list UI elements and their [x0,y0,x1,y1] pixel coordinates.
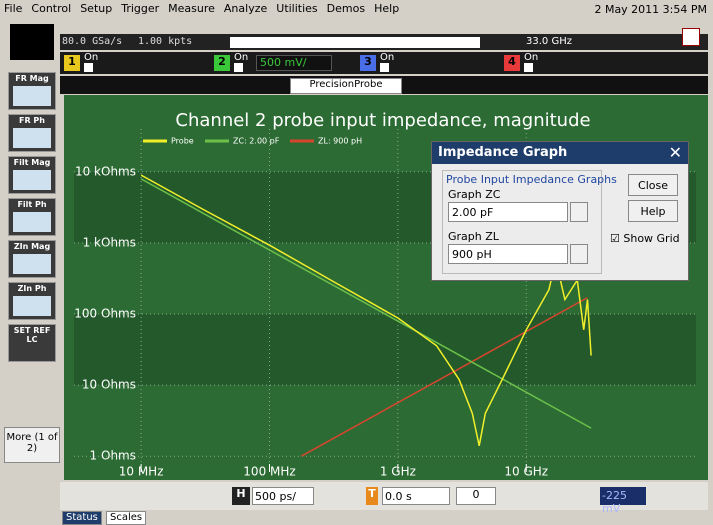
dialog-title: Impedance Graph [432,142,688,164]
sidebar-label: FR Ph [19,116,45,125]
legend-label: ZC: 2.00 pF [233,137,280,146]
sample-rate: 80.0 GSa/s [62,36,123,47]
sidebar-icon [13,128,51,148]
decade-band [74,314,696,386]
sidebar-button[interactable]: Filt Mag [8,156,56,194]
trigger-icon[interactable]: T [366,487,378,505]
menu-item[interactable]: Utilities [276,2,318,15]
channel-scale[interactable]: 500 mV/ [256,55,332,71]
menu-item[interactable]: Analyze [223,2,268,15]
x-tick-label: 10 GHz [504,465,548,479]
bottom-tab[interactable]: Scales [106,511,147,525]
sidebar-button[interactable]: ZIn Mag [8,240,56,278]
menu-item[interactable]: Control [31,2,72,15]
group-label: Probe Input Impedance Graphs [446,173,617,186]
timebase[interactable]: 500 ps/ [252,487,314,505]
dialog-close-x[interactable]: ✕ [668,143,682,162]
channel-state[interactable]: On [84,52,99,63]
zc-label: Graph ZC [448,188,501,201]
zl-spinner[interactable] [570,244,588,264]
chart-title: Channel 2 probe input impedance, magnitu… [175,110,590,131]
channel-checkbox[interactable] [234,63,243,72]
sidebar-label: ZIn Mag [13,242,51,251]
sidebar-icon [13,254,51,274]
series-line [140,178,592,429]
x-tick-label: 10 MHz [119,465,164,479]
sidebar-label: ZIn Ph [17,284,47,293]
y-tick-label: 1 kOhms [83,235,136,249]
horizontal-icon[interactable]: H [232,487,250,505]
sidebar-button[interactable]: FR Mag [8,72,56,110]
bottom-tab[interactable]: Status [62,511,102,525]
series-line [300,296,588,457]
menu-item[interactable]: Setup [80,2,113,15]
close-button[interactable]: Close [628,174,678,196]
sidebar-label: Filt Mag [13,158,51,167]
delay-reference[interactable]: 0 [456,487,496,505]
legend-label: Probe [171,137,194,146]
channel-checkbox[interactable] [524,63,533,72]
legend-label: ZL: 900 pH [318,137,362,146]
channel-checkbox[interactable] [84,63,93,72]
sidebar-button[interactable]: Filt Ph [8,198,56,236]
channel-state[interactable]: On [234,52,249,63]
sidebar-icon [13,170,51,190]
y-tick-label: 10 kOhms [75,164,136,178]
memory-depth: 1.00 kpts [138,36,193,47]
sidebar-button[interactable]: FR Ph [8,114,56,152]
impedance-dialog: Impedance Graph ✕ Probe Input Impedance … [431,141,689,281]
y-tick-label: 10 Ohms [82,378,136,392]
channel-state[interactable]: On [524,52,539,63]
sidebar-button[interactable]: ZIn Ph [8,282,56,320]
more-button[interactable]: More (1 of 2) [4,427,60,463]
clock: 2 May 2011 3:54 PM [594,3,707,16]
y-tick-label: 100 Ohms [74,307,136,321]
sidebar-button[interactable]: SET REF LC [8,324,56,362]
menu-item[interactable]: Trigger [121,2,160,15]
sidebar-icon [13,212,51,232]
precisionprobe-tab[interactable]: PrecisionProbe [290,78,402,94]
show-grid-label: Show Grid [623,232,680,245]
sidebar-label: SET REF LC [13,326,51,344]
zc-spinner[interactable] [570,202,588,222]
sidebar-label: Filt Ph [17,200,47,209]
x-tick-label: 1 GHz [380,465,416,479]
dialog-group [442,170,602,274]
alert-button[interactable] [682,28,700,46]
menu-item[interactable]: Demos [326,2,366,15]
show-grid-checkbox[interactable]: ☑ Show Grid [610,232,680,245]
delay[interactable]: 0.0 s [382,487,450,505]
menu-item[interactable]: File [4,2,23,15]
sidebar-icon [13,296,51,316]
channel-state[interactable]: On [380,52,395,63]
help-button[interactable]: Help [628,200,678,222]
zc-input[interactable]: 2.00 pF [448,202,568,222]
menu-item[interactable]: Help [374,2,400,15]
channel-number[interactable]: 4 [504,55,520,71]
trigger-level[interactable]: -225 mV [600,487,646,515]
channel-number[interactable]: 2 [214,55,230,71]
channel-checkbox[interactable] [380,63,389,72]
sidebar-icon [13,86,51,106]
menu-bar: File Control Setup Trigger Measure Analyze Uti… [4,2,399,15]
sidebar-label: FR Mag [15,74,49,83]
x-tick-label: 100 MHz [243,465,295,479]
bandwidth: 33.0 GHz [526,36,572,47]
zl-label: Graph ZL [448,230,499,243]
channel-number[interactable]: 3 [360,55,376,71]
channel-number[interactable]: 1 [64,55,80,71]
y-tick-label: 1 Ohms [90,449,136,463]
zl-input[interactable]: 900 pH [448,244,568,264]
menu-item[interactable]: Measure [168,2,215,15]
waveform-overview [230,37,480,48]
run-indicator[interactable] [10,24,54,60]
